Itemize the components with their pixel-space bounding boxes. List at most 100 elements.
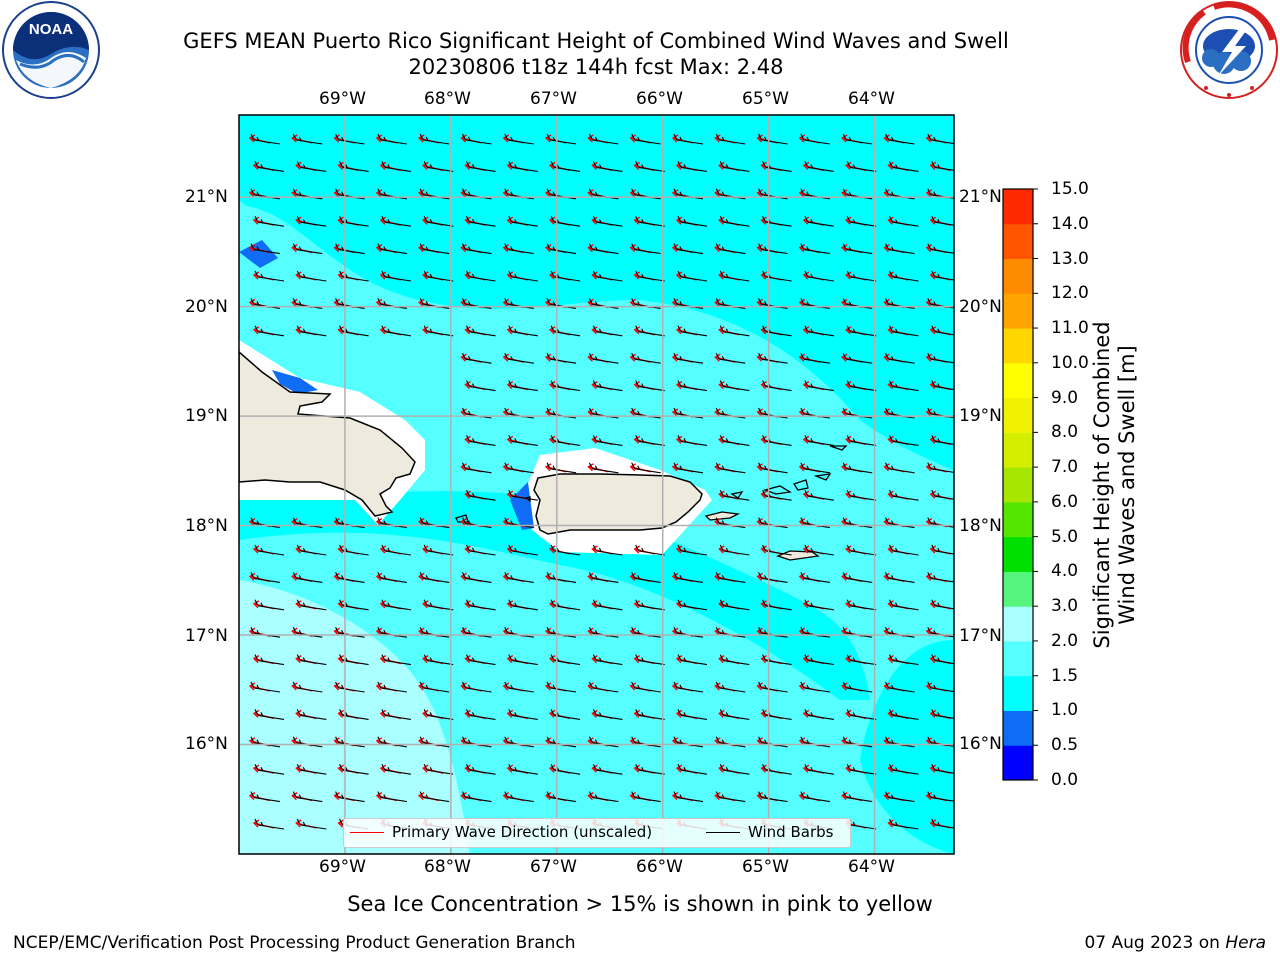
wave-arrowhead: [295, 271, 302, 280]
wind-barb-flag: [302, 273, 306, 279]
wave-arrowhead: [845, 490, 852, 499]
wave-arrowhead: [591, 654, 598, 664]
wind-barb-flag: [592, 709, 597, 716]
wind-barb-flag: [341, 794, 345, 799]
wave-arrowhead: [379, 654, 387, 664]
wave-arrowhead: [333, 134, 340, 143]
wind-barb-flag: [514, 766, 518, 772]
wind-barb-flag: [292, 626, 297, 634]
wind-barb-flag: [764, 191, 768, 197]
wind-barb-flag: [885, 736, 889, 744]
wind-barb-flag: [719, 489, 724, 497]
wind-barb-flag: [254, 270, 259, 278]
wave-arrowhead: [548, 764, 556, 773]
wave-arrowhead: [418, 517, 425, 527]
wave-arrowhead: [633, 545, 641, 554]
wind-barb-flag: [895, 657, 898, 662]
wind-barb-flag: [758, 517, 763, 524]
wind-barb-flag: [419, 791, 424, 798]
wind-barb-flag: [848, 629, 852, 635]
wind-barb-flag: [425, 684, 429, 690]
wave-arrowhead: [929, 326, 937, 335]
wind-barb-flag: [937, 273, 941, 279]
wind-barb-flag: [895, 383, 898, 388]
wave-arrowhead: [629, 572, 637, 581]
wind-barb-flag: [466, 215, 470, 223]
wind-barb-flag: [927, 626, 932, 634]
wind-barb-flag: [800, 572, 805, 579]
wave-arrowhead: [925, 243, 933, 253]
wave-arrowhead: [760, 435, 767, 444]
wave-arrowhead: [587, 791, 594, 801]
wind-barb-flag: [425, 794, 429, 799]
wind-barb-flag: [254, 818, 259, 826]
wind-barb-flag: [260, 766, 264, 772]
lat-label-right: 21°N: [959, 187, 1002, 207]
wave-arrowhead: [248, 189, 256, 198]
wind-barb-flag: [546, 791, 551, 798]
wind-barb-flag: [588, 298, 593, 305]
map-area: [239, 115, 954, 854]
wind-barb-flag: [677, 709, 682, 716]
wave-arrowhead: [760, 271, 767, 280]
wind-barb-flag: [546, 407, 551, 415]
wave-arrowhead: [629, 353, 637, 362]
wind-barb-flag: [725, 218, 729, 224]
wind-barb-flag: [927, 407, 932, 415]
wind-barb-flag: [889, 489, 893, 497]
wave-arrowhead: [460, 243, 467, 253]
wind-barb-flag: [852, 438, 856, 443]
wind-barb-flag: [721, 739, 725, 745]
wind-barb-flag: [725, 383, 729, 388]
wave-arrowhead: [544, 791, 552, 801]
wind-barb-flag: [885, 626, 889, 634]
wind-barb-flag: [387, 273, 391, 279]
wind-barb-flag: [387, 602, 391, 608]
wave-arrowhead: [675, 326, 683, 335]
wave-arrowhead: [718, 654, 725, 664]
wind-barb-flag: [719, 161, 724, 168]
wind-barb-flag: [846, 489, 851, 497]
wind-barb-flag: [848, 575, 852, 580]
wind-barb-flag: [810, 164, 814, 169]
wave-arrowhead: [845, 216, 852, 225]
colorbar-segment: [1003, 675, 1033, 711]
wind-barb-flag: [931, 709, 936, 716]
wind-barb-flag: [335, 517, 340, 524]
wave-arrowhead: [633, 380, 641, 390]
wave-arrowhead: [291, 682, 298, 691]
wave-arrowhead: [248, 517, 256, 527]
colorbar-segment: [1003, 397, 1033, 433]
wave-arrowhead: [544, 353, 552, 362]
wave-arrowhead: [464, 216, 471, 225]
wind-barb-flag: [804, 489, 809, 497]
wind-barb-flag: [931, 599, 936, 607]
wave-arrowhead: [548, 380, 556, 390]
wind-barb-flag: [296, 270, 301, 278]
legend-wind-barbs: Wind Barbs: [706, 823, 833, 841]
wave-arrowhead: [929, 819, 937, 828]
wind-barb-flag: [758, 133, 763, 141]
wind-barb-flag: [895, 547, 898, 553]
wind-barb-flag: [377, 626, 382, 634]
wave-arrowhead: [841, 134, 848, 143]
wind-barb-flag: [762, 544, 767, 552]
wind-barb-flag: [673, 736, 678, 744]
wind-barb-flag: [800, 626, 805, 634]
wind-barb-flag: [335, 572, 340, 579]
wind-barb-flag: [598, 383, 602, 388]
wind-barb-flag: [891, 684, 894, 690]
wind-barb-flag: [510, 684, 514, 690]
wind-barb-flag: [472, 273, 475, 279]
wave-arrowhead: [883, 353, 890, 362]
wind-barb-flag: [377, 572, 382, 579]
wind-barb-flag: [933, 191, 937, 197]
wave-arrowhead: [375, 298, 383, 307]
wind-barb-flag: [302, 164, 306, 169]
wind-barb-flag: [635, 215, 640, 223]
wave-arrowhead: [718, 545, 725, 554]
wave-arrowhead: [675, 216, 683, 225]
wave-arrowhead: [587, 572, 594, 581]
wave-arrowhead: [506, 435, 514, 444]
wind-barb-flag: [423, 654, 428, 661]
